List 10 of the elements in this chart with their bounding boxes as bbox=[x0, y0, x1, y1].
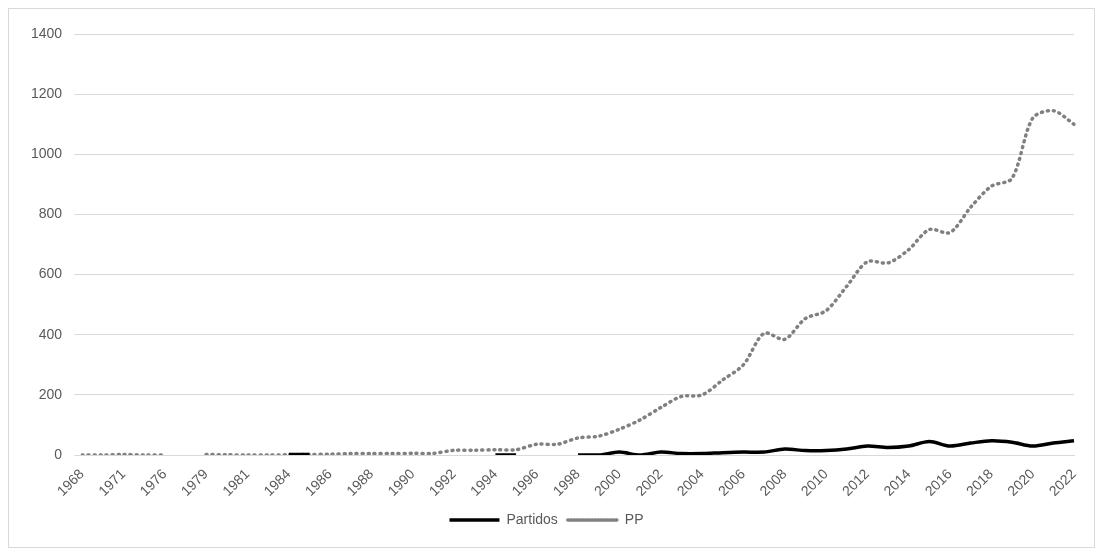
legend-label: PP bbox=[624, 510, 644, 527]
y-tick-label: 600 bbox=[38, 265, 63, 282]
y-tick-label: 400 bbox=[38, 325, 63, 342]
y-tick-label: 1200 bbox=[30, 85, 63, 102]
y-tick-label: 1400 bbox=[30, 24, 63, 41]
y-tick-label: 1000 bbox=[30, 145, 63, 162]
y-tick-label: 200 bbox=[38, 385, 63, 402]
y-tick-label: 800 bbox=[38, 205, 63, 222]
legend-label: Partidos bbox=[506, 510, 558, 527]
y-tick-label: 0 bbox=[54, 445, 63, 462]
